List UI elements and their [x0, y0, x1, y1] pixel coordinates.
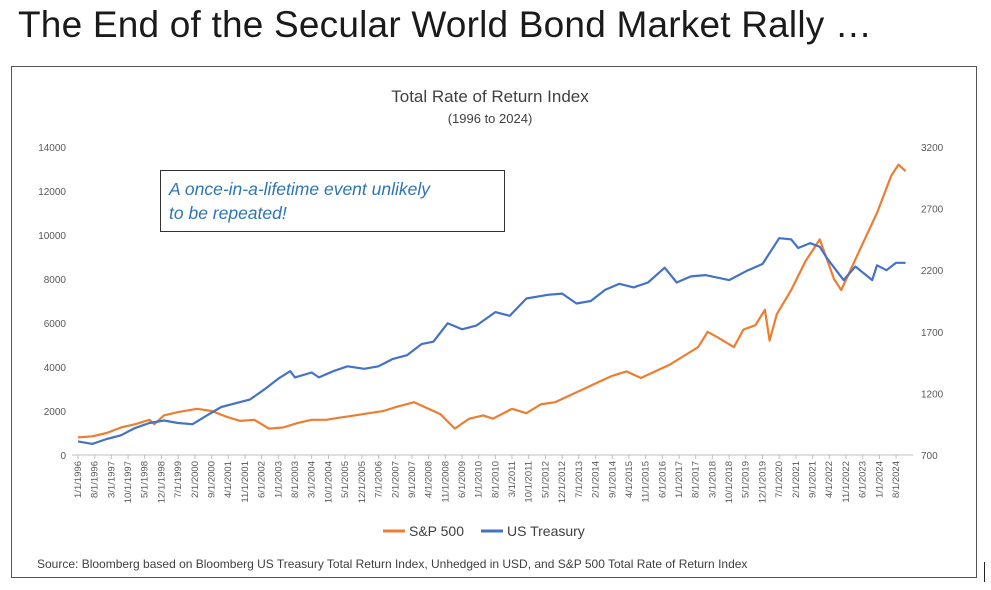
x-tick-label: 3/1/1997 [106, 461, 117, 498]
x-axis: 1/1/1996 8/1/1996 3/1/1997 10/1/1997 5/1/199… [73, 455, 902, 503]
x-tick-label: 3/1/2018 [707, 461, 718, 498]
x-tick-label: 6/1/2016 [657, 461, 668, 498]
x-tick-label: 8/1/2010 [490, 461, 501, 498]
legend-label-sp500: S&P 500 [409, 523, 464, 539]
callout-line-1: A once-in-a-lifetime event unlikely [169, 179, 430, 199]
y-left-tick-label: 4000 [44, 363, 67, 374]
x-tick-label: 11/1/2008 [440, 461, 451, 503]
x-tick-label: 7/1/2020 [774, 461, 785, 498]
x-tick-label: 10/1/2011 [524, 461, 535, 503]
slide-title: The End of the Secular World Bond Market… [18, 4, 873, 45]
x-tick-label: 6/1/2023 [858, 461, 869, 498]
x-tick-label: 12/1/2005 [357, 461, 368, 503]
callout-line-2: to be repeated! [169, 203, 287, 223]
x-tick-label: 5/1/2019 [741, 461, 752, 498]
x-tick-label: 11/1/2001 [240, 461, 251, 503]
callout-box: A once-in-a-lifetime event unlikely to b… [160, 170, 505, 232]
y-axis-right: 700 1200 1700 2200 2700 3200 [921, 143, 944, 462]
x-tick-label: 12/1/2019 [757, 461, 768, 503]
x-tick-label: 3/1/2004 [307, 461, 318, 498]
x-tick-label: 10/1/1997 [123, 461, 134, 503]
x-tick-label: 1/1/2003 [273, 461, 284, 498]
x-tick-label: 7/1/2006 [373, 461, 384, 498]
x-tick-label: 12/1/1998 [156, 461, 167, 503]
y-left-tick-label: 6000 [44, 319, 67, 330]
source-note: Source: Bloomberg based on Bloomberg US … [37, 557, 748, 571]
x-tick-label: 4/1/2001 [223, 461, 234, 498]
x-tick-label: 7/1/2013 [574, 461, 585, 498]
x-tick-label: 2/1/2000 [190, 461, 201, 498]
x-tick-label: 6/1/2009 [457, 461, 468, 498]
x-tick-label: 4/1/2008 [424, 461, 435, 498]
y-right-tick-label: 2200 [921, 266, 944, 277]
x-tick-label: 11/1/2022 [841, 461, 852, 503]
x-tick-label: 8/1/2024 [891, 461, 902, 498]
y-left-tick-label: 0 [60, 451, 66, 462]
x-tick-label: 2/1/2021 [791, 461, 802, 498]
x-tick-label: 8/1/2017 [691, 461, 702, 498]
edge-mark [984, 562, 985, 582]
chart-subtitle: (1996 to 2024) [448, 111, 533, 126]
x-tick-label: 8/1/2003 [290, 461, 301, 498]
x-tick-label: 3/1/2011 [507, 461, 518, 497]
x-tick-label: 12/1/2012 [557, 461, 568, 503]
x-tick-label: 9/1/2000 [207, 461, 218, 498]
x-tick-label: 5/1/2012 [540, 461, 551, 498]
x-tick-label: 2/1/2014 [591, 461, 602, 498]
y-left-tick-label: 14000 [38, 143, 66, 154]
y-right-tick-label: 1200 [921, 389, 944, 400]
y-right-tick-label: 700 [921, 451, 938, 462]
y-left-tick-label: 2000 [44, 407, 67, 418]
x-tick-label: 2/1/2007 [390, 461, 401, 498]
x-tick-label: 1/1/2024 [874, 461, 885, 498]
series-lines [77, 163, 907, 445]
series-line-sp500 [77, 163, 907, 439]
y-right-tick-label: 3200 [921, 143, 944, 154]
x-tick-label: 1/1/2010 [474, 461, 485, 498]
x-tick-label: 5/1/2005 [340, 461, 351, 498]
chart-frame [11, 66, 977, 578]
x-tick-label: 9/1/2021 [808, 461, 819, 498]
x-tick-label: 1/1/2017 [674, 461, 685, 498]
y-right-tick-label: 2700 [921, 205, 944, 216]
x-tick-label: 1/1/1996 [73, 461, 84, 498]
x-tick-label: 9/1/2014 [607, 461, 618, 498]
series-line-treasury [77, 237, 906, 445]
x-tick-label: 10/1/2018 [724, 461, 735, 503]
x-tick-label: 6/1/2002 [257, 461, 268, 498]
x-tick-label: 11/1/2015 [641, 461, 652, 503]
chart-title: Total Rate of Return Index [391, 87, 589, 106]
x-tick-label: 10/1/2004 [323, 461, 334, 503]
y-left-tick-label: 10000 [38, 231, 66, 242]
x-tick-label: 7/1/1999 [173, 461, 184, 498]
y-right-tick-label: 1700 [921, 328, 944, 339]
legend: S&P 500 US Treasury [383, 523, 585, 539]
x-tick-label: 8/1/1996 [90, 461, 101, 498]
y-left-tick-label: 8000 [44, 275, 67, 286]
y-left-tick-label: 12000 [38, 187, 66, 198]
x-tick-label: 4/1/2015 [624, 461, 635, 498]
legend-label-treasury: US Treasury [507, 523, 585, 539]
x-tick-label: 9/1/2007 [407, 461, 418, 498]
y-axis-left: 0 2000 4000 6000 8000 10000 12000 14000 [38, 143, 66, 462]
x-tick-label: 5/1/1998 [140, 461, 151, 498]
x-tick-label: 4/1/2022 [824, 461, 835, 498]
